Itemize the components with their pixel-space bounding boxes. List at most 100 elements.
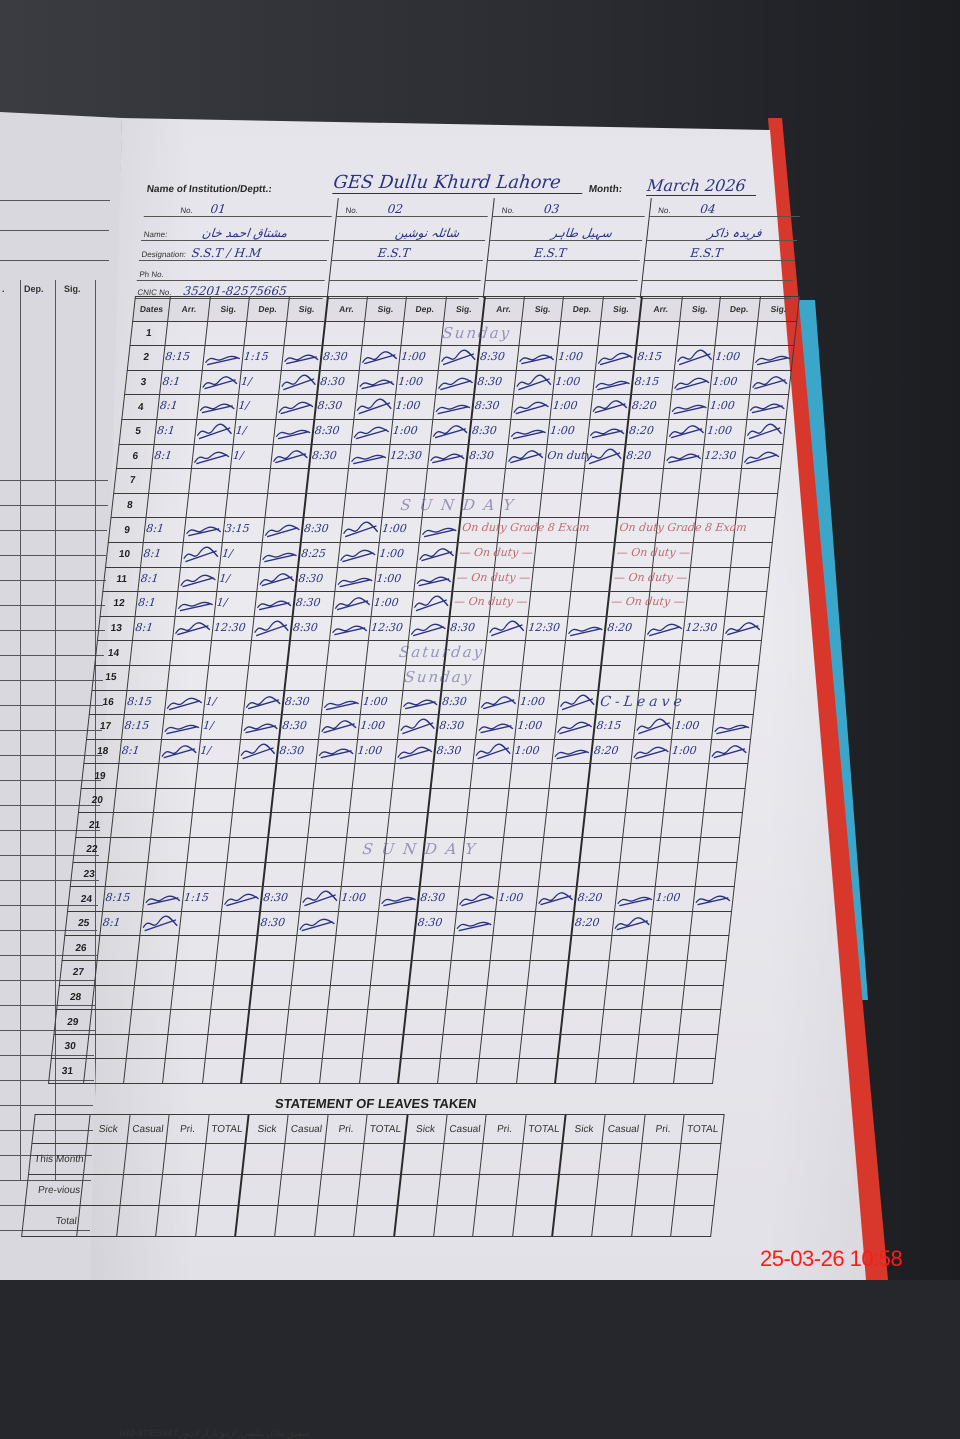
teacher-no-value: 01 — [209, 202, 227, 216]
signature-cell — [741, 444, 783, 469]
arrival-cell: — On duty — — [452, 567, 531, 592]
departure-cell — [194, 763, 238, 789]
leaves-row: Total — [21, 1205, 715, 1237]
arrival-cell: 8:15 — [162, 345, 205, 371]
departure-cell: 1:00 — [547, 419, 590, 445]
departure-time: 1:00 — [381, 522, 408, 536]
date-cell: 7 — [113, 468, 152, 494]
signature-scribble — [597, 352, 633, 366]
arrival-cell — [555, 1058, 598, 1084]
signature-cell — [624, 788, 667, 813]
left-page-rule — [0, 230, 110, 231]
signature-cell — [202, 1058, 244, 1084]
leaves-cell — [159, 1174, 203, 1206]
leaves-title: STATEMENT OF LEAVES TAKEN — [274, 1096, 478, 1111]
signature-cell — [223, 862, 266, 887]
signature-scribble — [261, 552, 297, 563]
date-cell: 22 — [72, 837, 111, 863]
arrival-time: 8:30 — [471, 423, 498, 437]
leaves-cell — [515, 1174, 559, 1206]
arrival-cell — [88, 1009, 132, 1035]
teacher-day-note: — On duty — — [453, 595, 529, 609]
arrival-cell: 8:30 — [414, 911, 457, 936]
signature-cell — [128, 1009, 171, 1035]
signature-cell — [592, 370, 634, 395]
arrival-cell — [568, 935, 612, 961]
signature-cell — [378, 886, 420, 912]
leaves-cell — [634, 1174, 678, 1206]
signature-cell — [630, 739, 672, 764]
departure-time: 1:00 — [373, 596, 400, 610]
departure-cell: 1:00 — [709, 370, 753, 395]
teacher-block-4: No. 04 فریدہ ذاکر E.S.T — [640, 198, 805, 299]
arrival-cell — [273, 763, 317, 789]
signature-scribble — [456, 921, 493, 932]
arrival-cell: — On duty — — [606, 591, 685, 617]
signature-cell — [280, 345, 323, 371]
teacher-day-note: — On duty — — [458, 545, 534, 559]
column-header-arr: Arr. — [482, 296, 525, 322]
teacher-block-1: No. 01 Name: مشتاق احمد خان Designation: S.S.… — [134, 198, 339, 299]
signature-cell — [568, 591, 610, 617]
departure-cell — [243, 321, 287, 346]
attendance-sheet: Name of Institution/Deptt.: GES Dullu Kh… — [21, 172, 808, 1438]
departure-cell: On duty — [544, 444, 592, 469]
signature-cell — [359, 345, 401, 371]
arrival-cell — [243, 1034, 287, 1059]
teacher-no-field: No. 03 — [493, 198, 647, 217]
departure-cell — [170, 985, 213, 1010]
signature-scribble — [337, 577, 373, 587]
signature-cell — [359, 1058, 401, 1084]
teacher-day-note: — On duty — — [456, 570, 531, 584]
date-row: 18 8:1 1/8:30 1:00 8:30 1:00 8:20 1:00 — [83, 739, 751, 764]
departure-cell — [687, 567, 731, 592]
signature-scribble — [242, 723, 278, 734]
signature-scribble — [164, 724, 200, 735]
left-page-rule — [0, 505, 108, 506]
signature-cell — [226, 837, 268, 863]
arrival-cell: Sunday — [126, 665, 474, 690]
signature-scribble — [362, 351, 398, 365]
departure-cell: 1:00 — [555, 345, 598, 371]
signature-cell — [527, 960, 569, 986]
leaves-cell — [241, 1143, 286, 1175]
left-page-header-dep: Dep. — [24, 284, 44, 294]
signature-scribble — [614, 917, 650, 931]
leaves-cell — [278, 1174, 322, 1206]
leaves-row: This Month — [28, 1143, 721, 1175]
leaves-cell — [472, 1205, 516, 1237]
departure-time: 1/ — [205, 694, 218, 708]
departure-cell — [175, 935, 219, 961]
date-row: 31 — [48, 1058, 715, 1084]
signature-cell — [402, 665, 445, 690]
signature-cell — [332, 591, 374, 617]
signature-cell — [147, 837, 190, 863]
signature-scribble — [508, 449, 544, 463]
column-header-dep: Dep. — [717, 296, 761, 322]
signature-cell — [391, 763, 434, 789]
signature-cell — [443, 1009, 485, 1035]
signature-cell — [744, 419, 786, 445]
signature-scribble — [321, 720, 357, 734]
signature-scribble — [589, 428, 625, 439]
signature-cell — [196, 394, 239, 420]
arrival-time: 8:30 — [316, 399, 343, 413]
left-page-rule — [0, 260, 109, 261]
signature-cell — [717, 665, 759, 690]
arrival-cell: 8:25 — [297, 542, 341, 568]
signature-cell — [335, 567, 377, 592]
signature-cell — [204, 321, 247, 346]
departure-time: 12:30 — [703, 448, 737, 462]
arrival-cell: 8:30 — [316, 370, 360, 395]
signature-scribble — [478, 723, 514, 734]
signature-cell — [730, 542, 773, 568]
signature-cell — [410, 591, 453, 617]
signature-cell — [237, 739, 279, 764]
arrival-cell: 8:1 — [140, 542, 184, 568]
departure-cell: 1:00 — [392, 394, 436, 420]
signature-cell — [158, 739, 201, 764]
teacher-designation-field: E.S.T — [644, 242, 797, 261]
departure-cell — [522, 640, 566, 666]
left-page-rule — [0, 930, 98, 931]
signature-cell — [280, 1058, 323, 1084]
